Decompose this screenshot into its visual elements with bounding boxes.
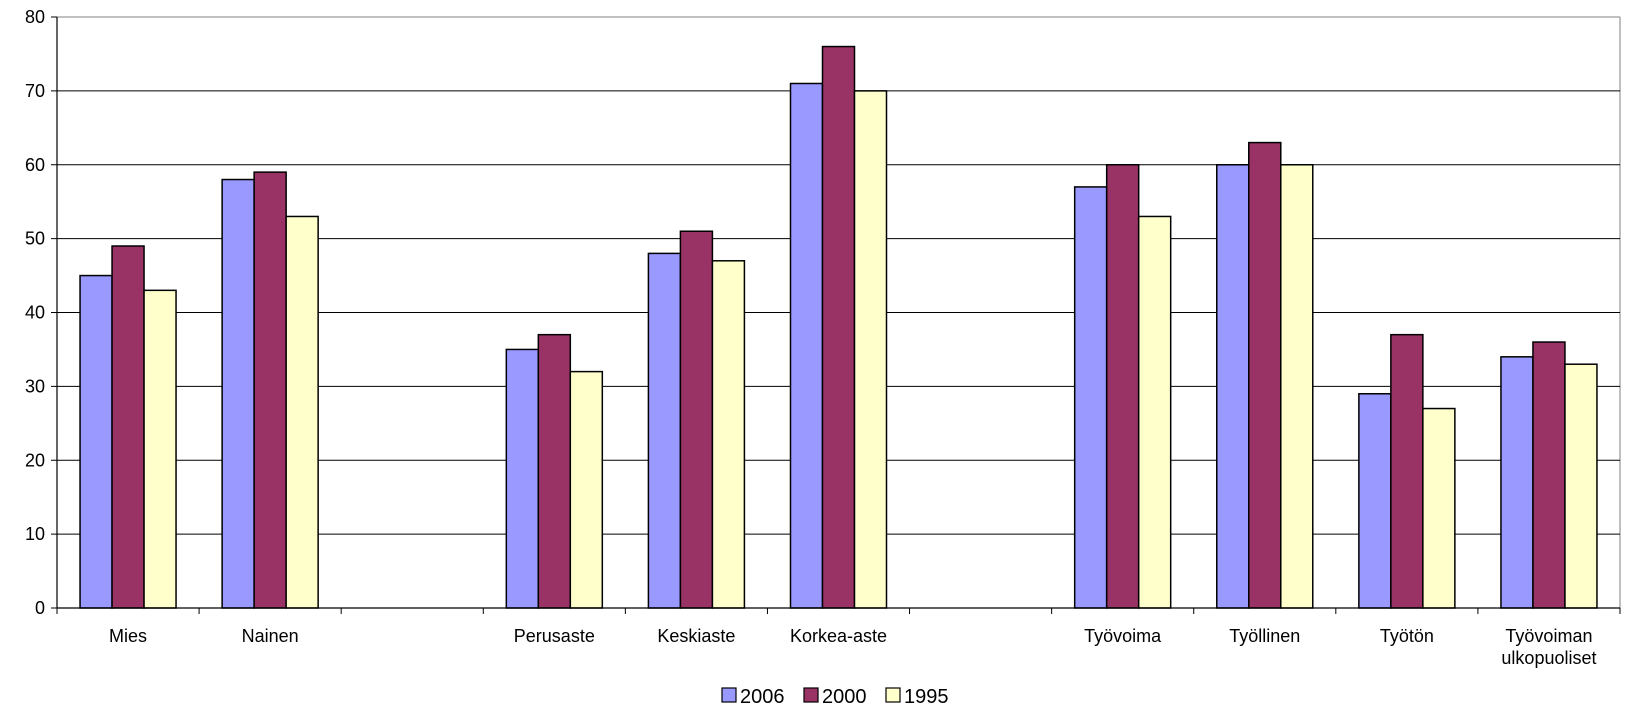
legend-label: 2000 [822, 686, 867, 708]
x-tick-label-line: Työtön [1380, 626, 1434, 646]
bar-2006 [647, 252, 682, 609]
bar-2006 [1216, 164, 1250, 609]
y-tick-label: 20 [25, 450, 45, 470]
bar-2000 [1532, 341, 1566, 609]
bars [79, 45, 1598, 609]
bar-2000 [821, 45, 856, 609]
x-tick-label: Nainen [242, 626, 299, 646]
x-tick-label-line: ulkopuoliset [1501, 648, 1596, 668]
bar-1995 [1137, 215, 1172, 609]
bar-1995 [711, 260, 746, 609]
x-tick-label-line: Työllinen [1229, 626, 1300, 646]
bar-2006 [79, 274, 113, 609]
bar-2000 [1105, 164, 1140, 609]
x-tick-label-line: Korkea-aste [790, 626, 887, 646]
bar-2006 [1073, 186, 1108, 609]
bar-2000 [1248, 141, 1282, 609]
bar-2006 [1500, 356, 1534, 609]
x-tick-label: Perusaste [514, 626, 595, 646]
y-tick-label: 10 [25, 524, 45, 544]
x-axis: Mies Nainen Perusaste Keskiaste Korkea-aste T… [56, 607, 1621, 668]
x-tick-label: Työvoiman ulkopuoliset [1501, 626, 1596, 668]
x-tick-label: Työvoima [1084, 626, 1162, 646]
y-tick-label: 80 [25, 7, 45, 27]
x-tick-label: Työllinen [1229, 626, 1300, 646]
x-tick-label: Keskiaste [657, 626, 735, 646]
legend-swatch-2006 [721, 687, 737, 703]
x-tick-label-line: Nainen [242, 626, 299, 646]
x-tick-label: Korkea-aste [790, 626, 887, 646]
x-tick-label-line: Perusaste [514, 626, 595, 646]
x-tick-label: Mies [109, 626, 147, 646]
y-tick-label: 30 [25, 376, 45, 396]
x-tick-label-line: Työvoima [1084, 626, 1162, 646]
bar-1995 [853, 90, 888, 609]
bar-2000 [537, 333, 572, 609]
x-tick-label-line: Mies [109, 626, 147, 646]
x-tick-label-line: Työvoiman [1505, 626, 1592, 646]
bar-1995 [1564, 363, 1598, 609]
bar-2006 [505, 348, 540, 609]
bar-2000 [111, 245, 145, 609]
bar-1995 [569, 370, 604, 609]
legend-swatch-2000 [803, 687, 819, 703]
bar-1995 [143, 289, 177, 609]
bar-2006 [1358, 393, 1392, 609]
y-tick-label: 50 [25, 229, 45, 249]
bar-2000 [1390, 333, 1424, 609]
y-tick-label: 60 [25, 155, 45, 175]
y-tick-label: 70 [25, 81, 45, 101]
y-axis: 0 10 20 30 40 50 60 70 80 [25, 7, 58, 618]
x-tick-label-line: Keskiaste [657, 626, 735, 646]
bar-2000 [253, 171, 287, 609]
bar-1995 [285, 215, 319, 609]
bar-1995 [1422, 407, 1456, 609]
legend-swatch-1995 [885, 687, 901, 703]
bar-2000 [679, 230, 714, 609]
bar-2006 [789, 82, 824, 609]
legend-label: 2006 [740, 686, 785, 708]
bar-2006 [221, 178, 255, 609]
legend: 2006 2000 1995 [721, 686, 949, 708]
legend-label: 1995 [904, 686, 949, 708]
x-tick-label: Työtön [1380, 626, 1434, 646]
bar-1995 [1280, 164, 1314, 609]
y-tick-label: 40 [25, 303, 45, 323]
y-tick-label: 0 [35, 598, 45, 618]
